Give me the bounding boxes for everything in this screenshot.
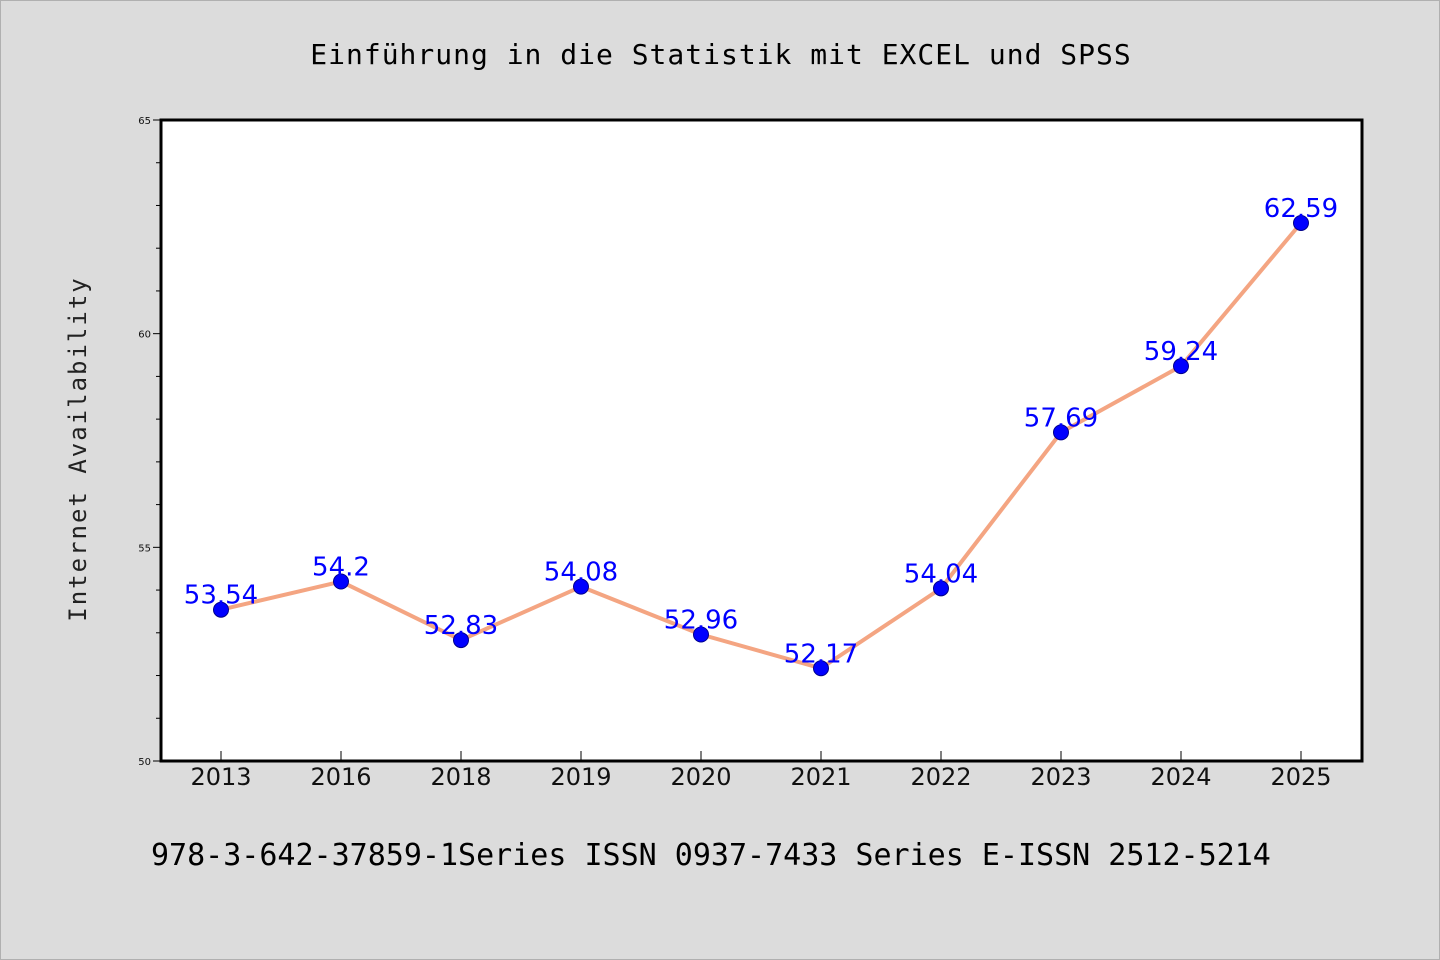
data-point bbox=[573, 578, 589, 595]
y-tick-label: 50 bbox=[138, 757, 151, 768]
data-label: 54.08 bbox=[544, 558, 618, 588]
data-label: 54.2 bbox=[312, 553, 370, 583]
x-tick-label: 2016 bbox=[310, 763, 371, 791]
series-line bbox=[220, 221, 1303, 671]
chart-title: Einführung in die Statistik mit EXCEL un… bbox=[310, 38, 1131, 71]
y-axis-ticks: 50 55 60 65 bbox=[138, 116, 161, 768]
data-label: 57.69 bbox=[1024, 403, 1098, 433]
y-tick-label: 65 bbox=[138, 116, 151, 127]
x-tick-label: 2021 bbox=[790, 763, 851, 791]
data-label: 52.17 bbox=[784, 639, 858, 669]
data-label: 59.24 bbox=[1144, 337, 1218, 367]
data-point bbox=[933, 580, 949, 597]
data-label: 54.04 bbox=[904, 559, 978, 589]
x-tick-label: 2013 bbox=[190, 763, 251, 791]
data-point bbox=[1293, 214, 1309, 231]
y-tick-label: 60 bbox=[138, 330, 151, 341]
data-point bbox=[1173, 358, 1189, 375]
data-point bbox=[1053, 424, 1069, 441]
data-point bbox=[453, 632, 469, 649]
plot-area bbox=[159, 118, 1364, 763]
data-label: 52.96 bbox=[664, 606, 738, 636]
data-point bbox=[333, 573, 349, 590]
x-tick-label: 2023 bbox=[1030, 763, 1091, 791]
x-axis-ticks: 2013 2016 2018 2019 2020 2021 2022 2023 2024 2025 bbox=[190, 751, 1332, 791]
x-tick-label: 2018 bbox=[430, 763, 491, 791]
data-labels: 53.54 54.2 52.83 54.08 52.96 52.17 54.04 57.69 5… bbox=[184, 194, 1338, 669]
data-label: 52.83 bbox=[424, 611, 498, 641]
y-tick-label: 55 bbox=[138, 543, 151, 554]
x-tick-label: 2020 bbox=[670, 763, 731, 791]
x-tick-label: 2019 bbox=[550, 763, 611, 791]
data-point bbox=[213, 601, 229, 618]
data-label: 53.54 bbox=[184, 581, 258, 611]
series-group bbox=[213, 214, 1309, 677]
data-point bbox=[813, 660, 829, 677]
x-tick-label: 2024 bbox=[1150, 763, 1211, 791]
x-tick-label: 2025 bbox=[1270, 763, 1331, 791]
data-point bbox=[693, 626, 709, 643]
y-axis-label: Internet Availability bbox=[64, 276, 92, 621]
x-tick-label: 2022 bbox=[910, 763, 971, 791]
footer-text: 978-3-642-37859-1Series ISSN 0937-7433 S… bbox=[151, 838, 1271, 873]
data-label: 62.59 bbox=[1264, 194, 1338, 224]
